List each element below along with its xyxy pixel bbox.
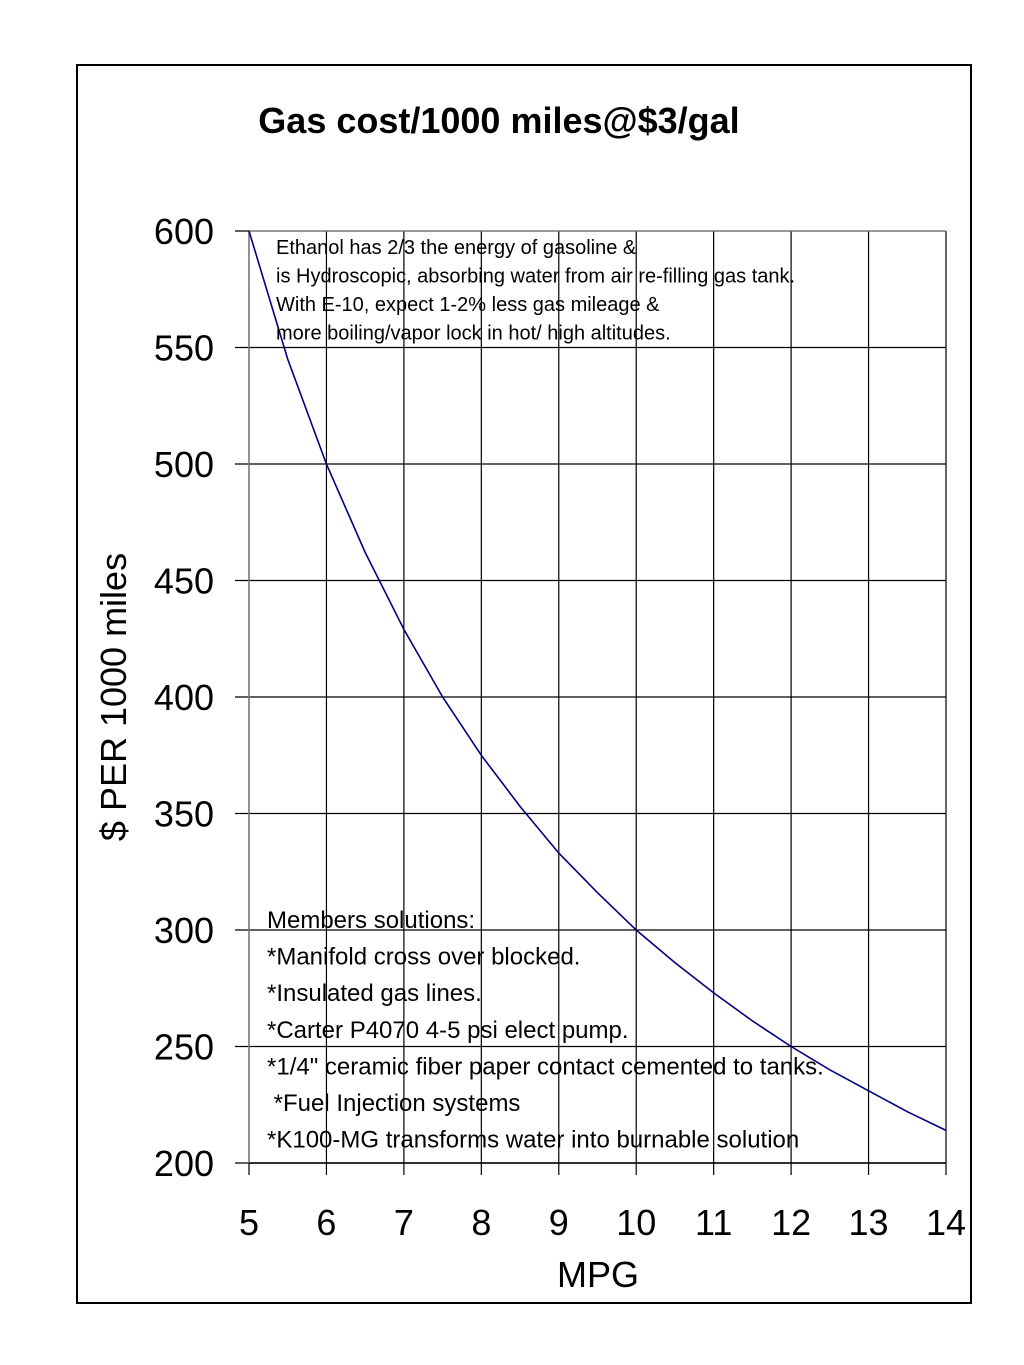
annotation-ethanol-note: Ethanol has 2/3 the energy of gasoline &…: [276, 237, 795, 345]
y-tick-label: 250: [154, 1027, 214, 1068]
x-tick-label: 11: [695, 1202, 732, 1243]
y-tick-label: 550: [154, 328, 214, 369]
x-tick-label: 13: [849, 1202, 889, 1243]
plot-grid: [235, 230, 947, 1175]
x-tick-label: 14: [926, 1202, 966, 1243]
chart-frame: [76, 64, 972, 1304]
y-tick-label: 500: [154, 444, 214, 485]
annotation-line: is Hydroscopic, absorbing water from air…: [276, 266, 795, 288]
annotation-line: *Fuel Injection systems: [267, 1090, 520, 1117]
chart-title: Gas cost/1000 miles@$3/gal: [258, 100, 739, 141]
series-layer: [248, 230, 947, 1132]
annotation-members-solutions: Members solutions: *Manifold cross over b…: [267, 907, 824, 1154]
annotation-line: With E-10, expect 1-2% less gas mileage …: [276, 294, 660, 316]
x-tick-label: 9: [549, 1202, 569, 1243]
annotation-line: *Manifold cross over blocked.: [267, 944, 580, 971]
x-tick-label: 8: [471, 1202, 491, 1243]
y-axis-label: $ PER 1000 miles: [93, 553, 134, 841]
x-tick-label: 7: [394, 1202, 414, 1243]
y-tick-labels: 200 250 300 350 400 450 500 550 600: [154, 211, 214, 1184]
x-tick-labels: 5 6 7 8 9 10 11 12 13 14: [239, 1202, 966, 1243]
y-tick-label: 450: [154, 561, 214, 602]
x-tick-label: 12: [771, 1202, 811, 1243]
annotation-line: Members solutions:: [267, 907, 475, 934]
x-axis-label: MPG: [557, 1254, 639, 1295]
series-line: [248, 230, 947, 1132]
annotation-line: *K100-MG transforms water into burnable …: [267, 1127, 799, 1154]
y-tick-label: 200: [154, 1143, 214, 1184]
annotation-line: *1/4" ceramic fiber paper contact cement…: [267, 1053, 824, 1080]
y-tick-label: 300: [154, 910, 214, 951]
x-tick-label: 10: [616, 1202, 656, 1243]
x-tick-label: 5: [239, 1202, 259, 1243]
annotation-line: Ethanol has 2/3 the energy of gasoline &: [276, 237, 637, 259]
annotation-line: *Carter P4070 4-5 psi elect pump.: [267, 1017, 629, 1044]
y-tick-label: 350: [154, 794, 214, 835]
x-tick-label: 6: [316, 1202, 336, 1243]
annotation-line: *Insulated gas lines.: [267, 980, 482, 1007]
annotation-line: more boiling/vapor lock in hot/ high alt…: [276, 323, 671, 345]
y-tick-label: 400: [154, 677, 214, 718]
y-tick-label: 600: [154, 211, 214, 252]
